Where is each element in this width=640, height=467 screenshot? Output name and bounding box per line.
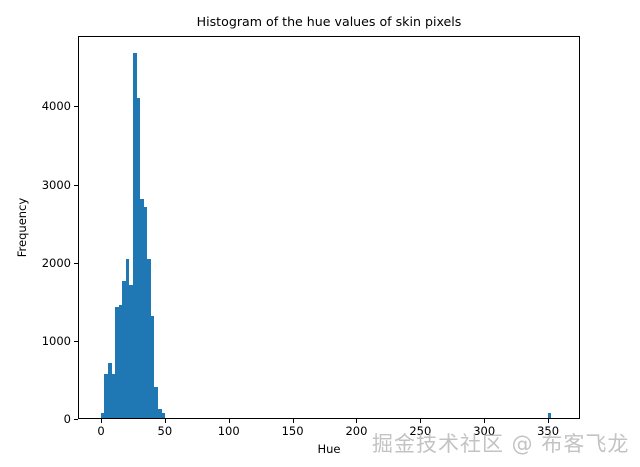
histogram-bar <box>547 412 552 418</box>
histogram-bar <box>136 97 141 418</box>
y-tick-mark <box>74 184 78 186</box>
x-tick-mark <box>420 419 422 423</box>
x-tick-label: 200 <box>345 424 368 438</box>
y-tick-mark <box>74 106 78 108</box>
histogram-bar <box>147 259 151 418</box>
histogram-bar <box>140 199 144 418</box>
x-tick-mark <box>164 419 166 423</box>
y-tick-label: 0 <box>63 412 71 426</box>
histogram-bar <box>125 259 130 418</box>
histogram-bar <box>111 374 116 418</box>
histogram-bar <box>154 386 159 418</box>
x-tick-mark <box>356 419 358 423</box>
x-tick-label: 50 <box>157 424 173 438</box>
y-tick-label: 1000 <box>41 333 71 348</box>
histogram-bar <box>118 304 123 418</box>
x-tick-mark <box>228 419 230 423</box>
x-tick-label: 0 <box>97 424 105 438</box>
y-axis-label: Frequency <box>15 197 29 258</box>
x-tick-label: 350 <box>537 424 560 438</box>
plot-axes <box>78 36 580 419</box>
histogram-bar <box>143 206 148 418</box>
histogram-bar <box>100 413 105 418</box>
y-tick-label: 2000 <box>41 255 71 270</box>
x-tick-label: 100 <box>217 424 240 438</box>
histogram-bar <box>107 363 112 418</box>
x-tick-mark <box>484 419 486 423</box>
histogram-bar <box>115 307 119 418</box>
histogram-bar <box>150 316 155 418</box>
y-tick-label: 4000 <box>41 99 71 114</box>
histogram-bar <box>133 52 137 418</box>
x-tick-mark <box>100 419 102 423</box>
histogram-bars <box>79 37 579 418</box>
y-tick-label: 3000 <box>41 177 71 192</box>
x-tick-label: 150 <box>281 424 304 438</box>
histogram-bar <box>161 413 166 418</box>
chart-title: Histogram of the hue values of skin pixe… <box>196 14 462 29</box>
histogram-bar <box>122 281 126 418</box>
x-tick-mark <box>292 419 294 423</box>
histogram-bar <box>129 285 134 418</box>
x-tick-mark <box>548 419 550 423</box>
y-tick-mark <box>74 262 78 264</box>
x-tick-label: 250 <box>409 424 432 438</box>
histogram-bar <box>158 408 162 418</box>
x-axis-label: Hue <box>317 442 341 456</box>
y-tick-mark <box>74 340 78 342</box>
y-tick-mark <box>74 419 78 420</box>
histogram-bar <box>104 374 108 418</box>
x-tick-label: 300 <box>473 424 496 438</box>
